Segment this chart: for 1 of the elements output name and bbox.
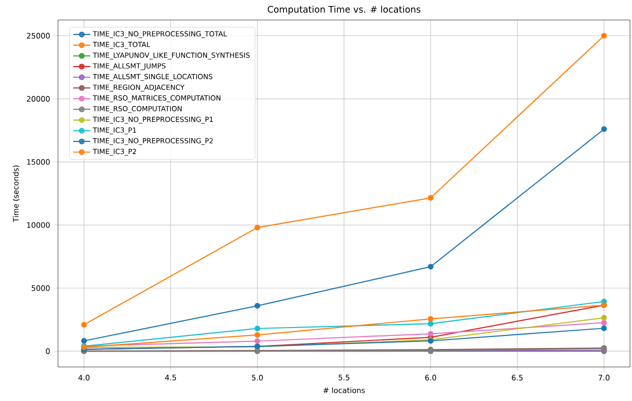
chart-title: Computation Time vs. # locations: [268, 6, 420, 14]
